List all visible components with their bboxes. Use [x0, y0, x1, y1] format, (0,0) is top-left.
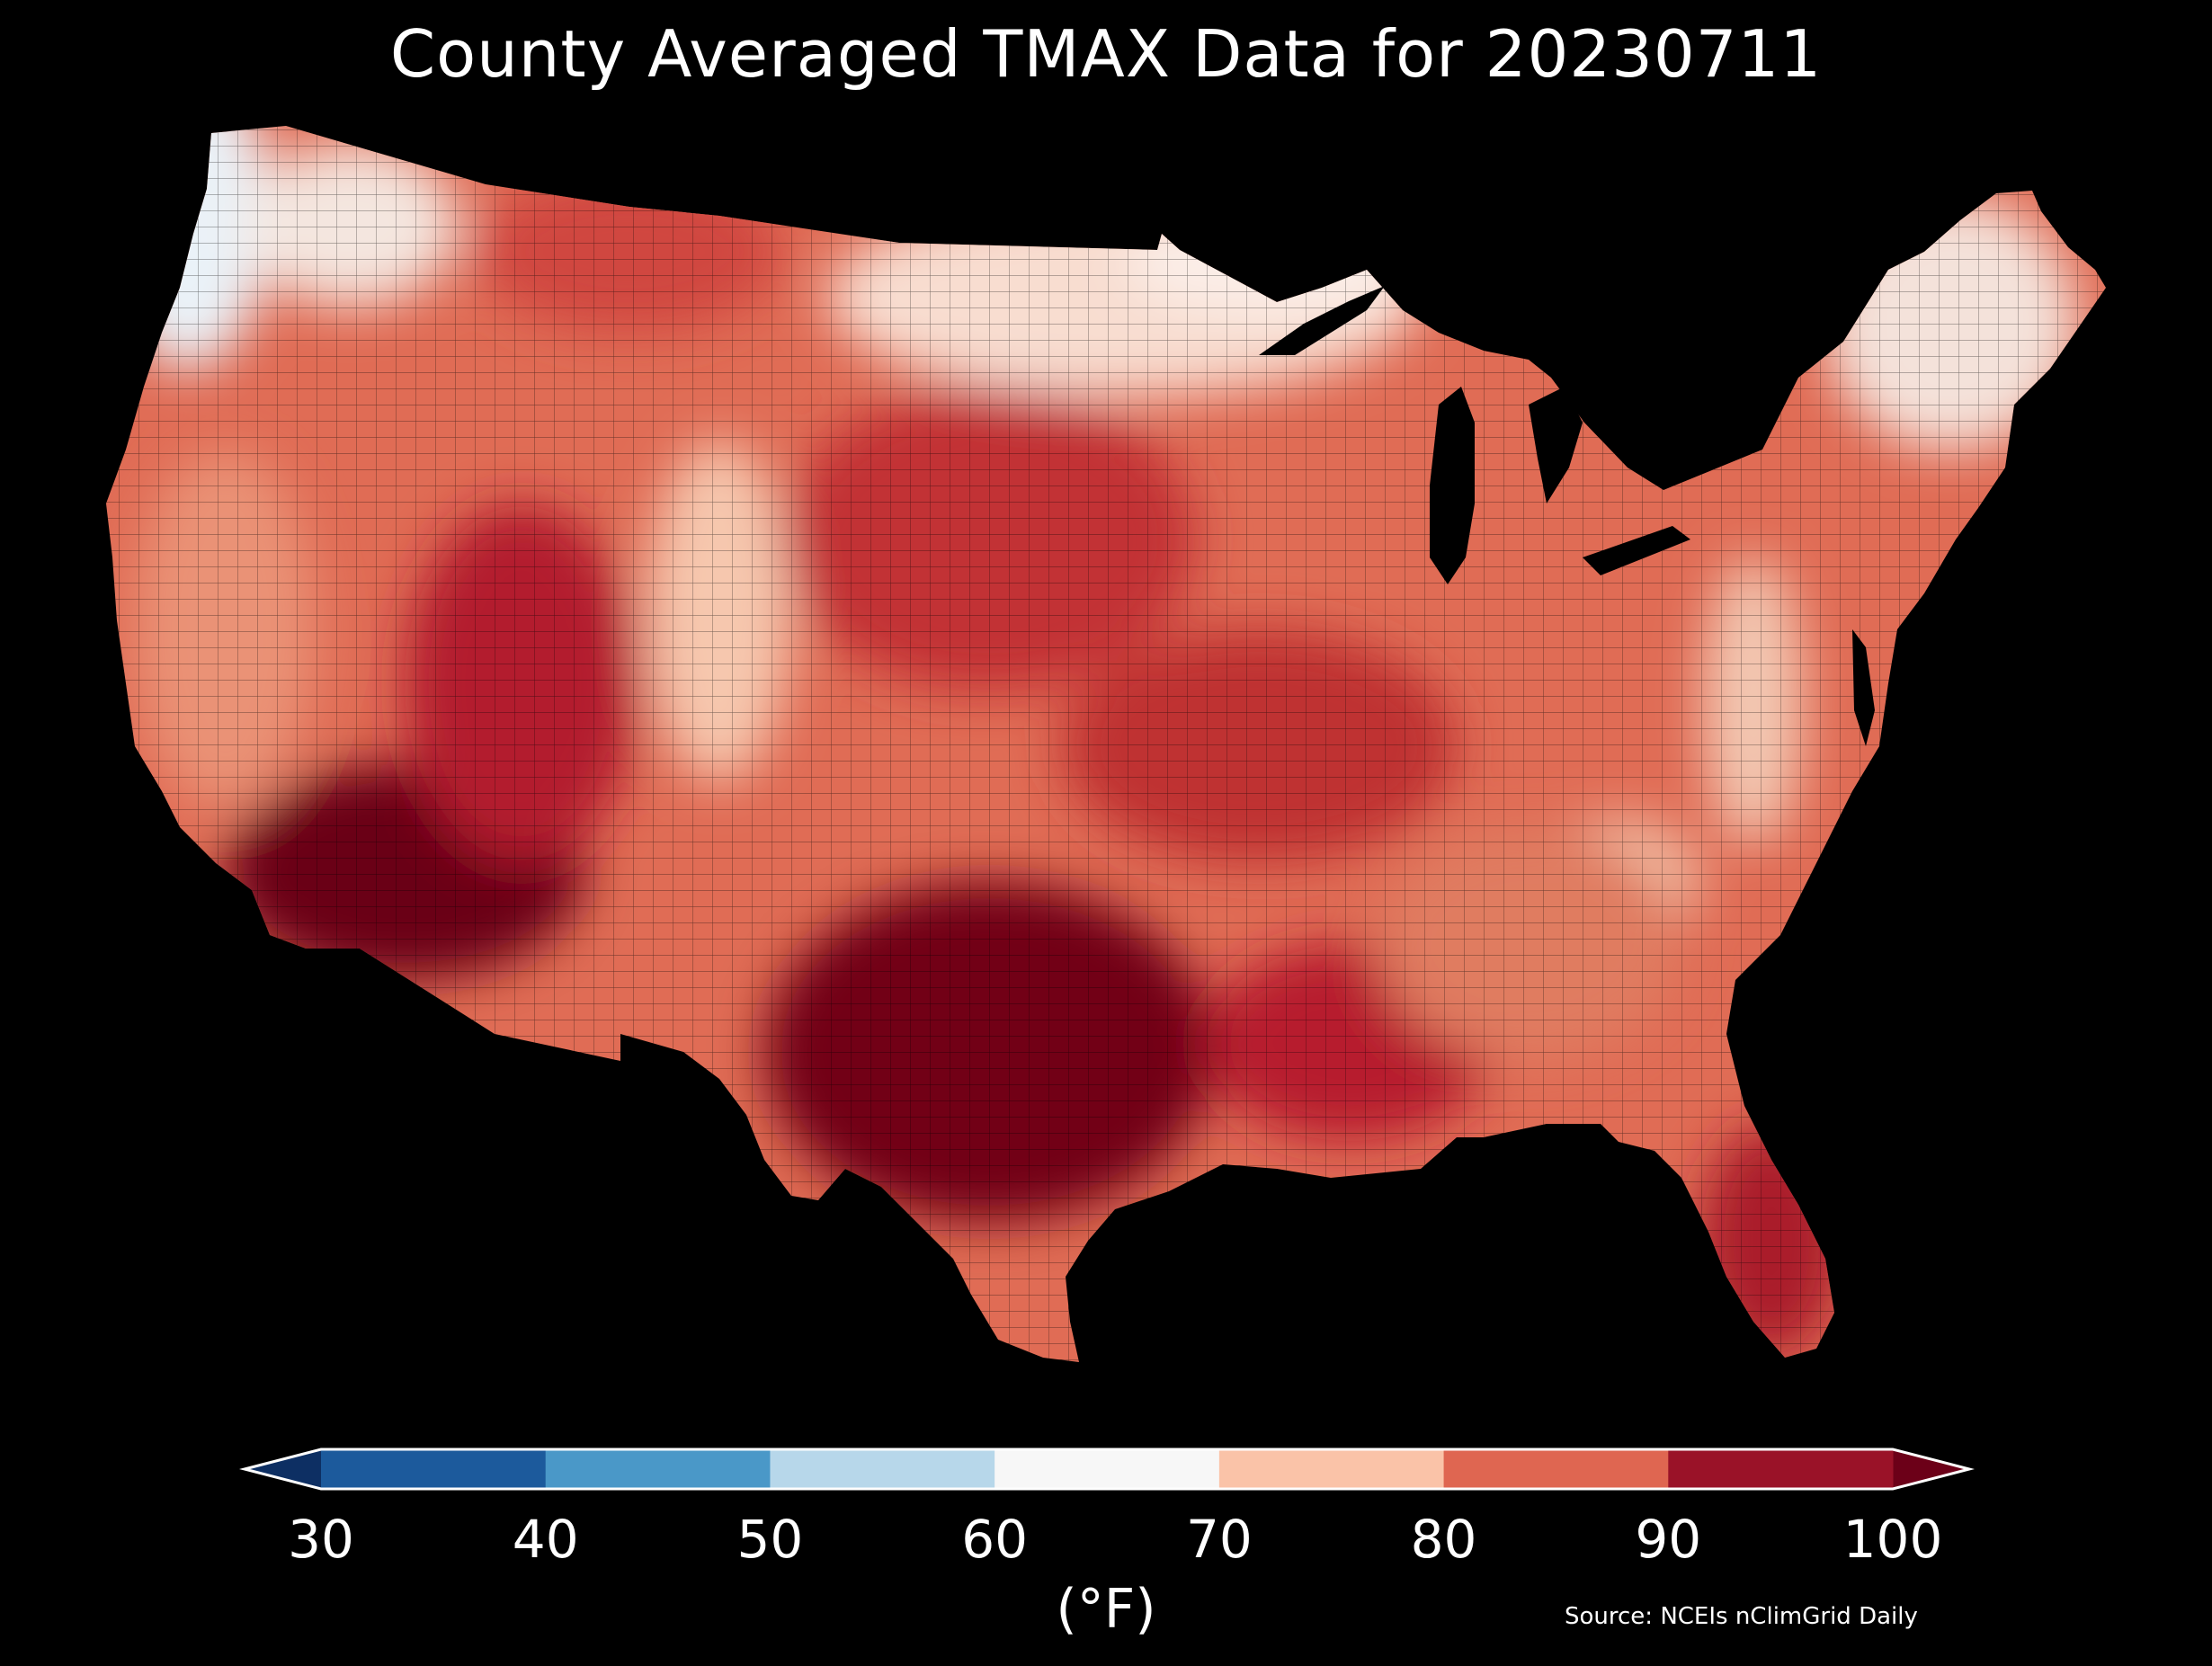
map-title: County Averaged TMAX Data for 20230711	[389, 16, 1823, 92]
colorbar-segment	[1443, 1449, 1669, 1489]
colorbar-extend-high	[1893, 1449, 1969, 1489]
colorbar-outline	[239, 1448, 1975, 1491]
colorbar-segment	[770, 1449, 995, 1489]
colorbar-segment	[1668, 1449, 1894, 1489]
lake-erie	[1583, 526, 1690, 575]
colorbar-extend-low	[245, 1449, 321, 1489]
chesapeake-bay	[1852, 629, 1875, 746]
colorbar-tick-label: 60	[961, 1509, 1029, 1570]
colorbar-tick-label: 90	[1635, 1509, 1702, 1570]
lake-superior	[1259, 286, 1385, 355]
colorbar-segment	[1218, 1449, 1445, 1489]
colorbar-tick-label: 80	[1410, 1509, 1477, 1570]
source-credit: Source: NCEIs nClimGrid Daily	[1565, 1603, 1918, 1630]
colorbar-segment	[545, 1449, 771, 1489]
colorbar-tick-label: 100	[1842, 1509, 1943, 1570]
colorbar-tick-label: 30	[288, 1509, 354, 1570]
lake-huron	[1529, 387, 1583, 503]
colorbar-unit-label: (°F)	[1056, 1578, 1156, 1641]
colorbar-segment	[321, 1449, 547, 1489]
colorbar-tick-label: 70	[1185, 1509, 1253, 1570]
lake-michigan	[1430, 387, 1475, 584]
colorbar-segment	[995, 1449, 1220, 1489]
colorbar-tick-label: 50	[736, 1509, 804, 1570]
colorbar-tick-label: 40	[512, 1509, 579, 1570]
